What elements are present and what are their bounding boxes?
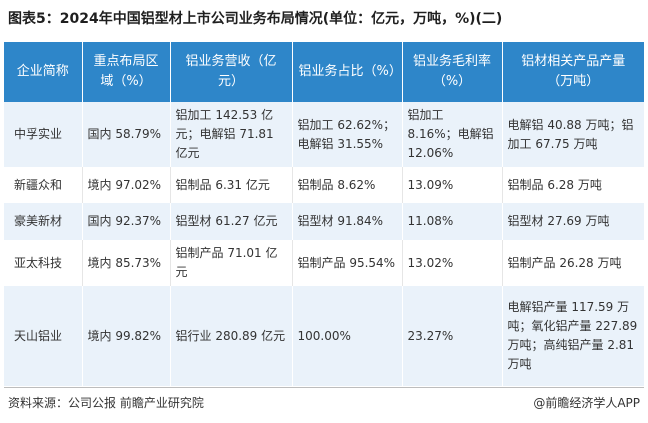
cell-share: 铝型材 91.84% xyxy=(291,203,402,240)
table-row: 中孚实业 国内 58.79% 铝加工 142.53 亿元；电解铝 71.81 亿… xyxy=(4,102,644,167)
header-revenue: 铝业务营收（亿元） xyxy=(169,42,292,102)
cell-revenue: 铝制品 6.31 亿元 xyxy=(169,167,292,203)
cell-company: 亚太科技 xyxy=(4,240,82,286)
cell-output: 铝制产品 26.28 万吨 xyxy=(501,240,644,286)
cell-output: 铝制品 6.28 万吨 xyxy=(501,167,644,203)
cell-region: 境内 97.02% xyxy=(81,167,170,203)
cell-share: 铝制品 8.62% xyxy=(291,167,402,203)
cell-margin: 13.02% xyxy=(401,240,502,286)
table-header-row: 企业简称 重点布局区域（%） 铝业务营收（亿元） 铝业务占比（%） 铝业务毛利率… xyxy=(4,42,644,102)
footer-divider xyxy=(4,387,644,388)
header-margin: 铝业务毛利率（%） xyxy=(401,42,502,102)
source-note: 资料来源：公司公报 前瞻产业研究院 xyxy=(8,396,204,410)
cell-region: 境内 99.82% xyxy=(81,286,170,386)
cell-revenue: 铝型材 61.27 亿元 xyxy=(169,203,292,240)
cell-output: 铝型材 27.69 万吨 xyxy=(501,203,644,240)
cell-output: 电解铝产量 117.59 万吨；氧化铝产量 227.89 万吨；高纯铝产量 2.… xyxy=(501,286,644,386)
brand-text: @前瞻经济学人APP xyxy=(533,396,640,410)
cell-region: 境内 85.73% xyxy=(81,240,170,286)
cell-company: 天山铝业 xyxy=(4,286,82,386)
cell-revenue: 铝制产品 71.01 亿元 xyxy=(169,240,292,286)
table-row: 新疆众和 境内 97.02% 铝制品 6.31 亿元 铝制品 8.62% 13.… xyxy=(4,167,644,203)
cell-share: 铝加工 62.62%；电解铝 31.55% xyxy=(291,102,402,167)
cell-revenue: 铝行业 280.89 亿元 xyxy=(169,286,292,386)
chart-title: 图表5：2024年中国铝型材上市公司业务布局情况(单位：亿元，万吨，%)(二) xyxy=(8,11,503,27)
cell-margin: 13.09% xyxy=(401,167,502,203)
cell-company: 新疆众和 xyxy=(4,167,82,203)
cell-company: 豪美新材 xyxy=(4,203,82,240)
cell-margin: 23.27% xyxy=(401,286,502,386)
brand-credit: @前瞻经济学人APP xyxy=(533,394,640,411)
cell-share: 100.00% xyxy=(291,286,402,386)
cell-share: 铝制产品 95.54% xyxy=(291,240,402,286)
table-row: 豪美新材 国内 92.37% 铝型材 61.27 亿元 铝型材 91.84% 1… xyxy=(4,203,644,240)
header-company: 企业简称 xyxy=(4,42,82,102)
cell-margin: 11.08% xyxy=(401,203,502,240)
header-output: 铝材相关产品产量（万吨） xyxy=(501,42,644,102)
cell-company: 中孚实业 xyxy=(4,102,82,167)
cell-margin: 铝加工 8.16%；电解铝 12.06% xyxy=(401,102,502,167)
header-region: 重点布局区域（%） xyxy=(81,42,170,102)
table-row: 天山铝业 境内 99.82% 铝行业 280.89 亿元 100.00% 23.… xyxy=(4,286,644,386)
cell-region: 国内 92.37% xyxy=(81,203,170,240)
cell-revenue: 铝加工 142.53 亿元；电解铝 71.81 亿元 xyxy=(169,102,292,167)
cell-output: 电解铝 40.88 万吨；铝加工 67.75 万吨 xyxy=(501,102,644,167)
data-table: 企业简称 重点布局区域（%） 铝业务营收（亿元） 铝业务占比（%） 铝业务毛利率… xyxy=(4,42,644,386)
table-row: 亚太科技 境内 85.73% 铝制产品 71.01 亿元 铝制产品 95.54%… xyxy=(4,240,644,286)
cell-region: 国内 58.79% xyxy=(81,102,170,167)
header-share: 铝业务占比（%） xyxy=(291,42,402,102)
